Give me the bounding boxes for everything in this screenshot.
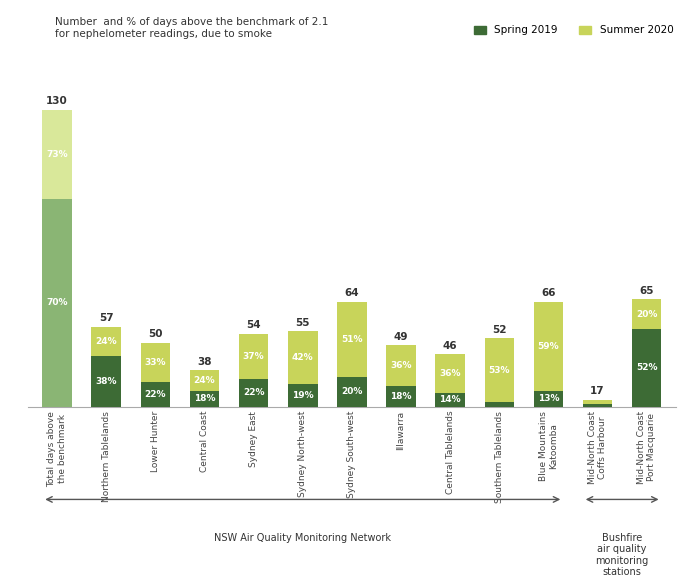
Text: 38%: 38%	[95, 377, 117, 386]
Bar	[583, 404, 612, 407]
Text: 19%: 19%	[292, 391, 313, 400]
Text: 51%: 51%	[341, 335, 363, 344]
Text: 65: 65	[640, 286, 654, 296]
Text: 49: 49	[394, 332, 408, 342]
Text: 36%: 36%	[391, 361, 412, 370]
Text: 55: 55	[295, 318, 310, 328]
Text: 42%: 42%	[292, 353, 313, 362]
Text: 18%: 18%	[194, 394, 215, 403]
Text: 24%: 24%	[95, 337, 117, 346]
Text: 22%: 22%	[145, 390, 166, 399]
Text: 36%: 36%	[440, 369, 461, 378]
Text: 33%: 33%	[145, 358, 166, 367]
Bar	[42, 199, 72, 407]
Text: 50: 50	[148, 329, 163, 339]
Text: 37%: 37%	[243, 352, 264, 361]
Bar	[92, 327, 121, 357]
Text: 52: 52	[492, 325, 506, 335]
Bar	[533, 390, 563, 407]
Text: 20%: 20%	[342, 388, 362, 396]
Bar	[386, 386, 416, 407]
Bar	[190, 370, 219, 390]
Legend: Spring 2019, Summer 2020: Spring 2019, Summer 2020	[469, 21, 678, 40]
Bar	[435, 393, 465, 407]
Bar	[239, 379, 268, 407]
Text: 130: 130	[46, 96, 68, 106]
Bar	[484, 402, 514, 407]
Text: 24%: 24%	[194, 376, 215, 385]
Bar	[337, 377, 366, 407]
Bar	[288, 331, 317, 384]
Text: 38: 38	[197, 357, 212, 367]
Bar	[190, 390, 219, 407]
Bar	[386, 345, 416, 386]
Bar	[632, 329, 662, 407]
Text: 22%: 22%	[243, 389, 264, 397]
Bar	[239, 333, 268, 379]
Bar	[435, 354, 465, 393]
Text: 73%: 73%	[46, 150, 68, 159]
Text: NSW Air Quality Monitoring Network: NSW Air Quality Monitoring Network	[215, 533, 391, 543]
Bar	[288, 384, 317, 407]
Text: 52%: 52%	[636, 363, 658, 372]
Bar	[632, 299, 662, 329]
Text: 46: 46	[443, 340, 457, 351]
Bar	[337, 302, 366, 377]
Text: 13%: 13%	[538, 394, 559, 403]
Text: 53%: 53%	[489, 365, 510, 375]
Text: 14%: 14%	[440, 395, 461, 404]
Text: 54: 54	[246, 320, 261, 330]
Text: 66: 66	[541, 288, 555, 298]
Text: Number  and % of days above the benchmark of 2.1
for nephelometer readings, due : Number and % of days above the benchmark…	[55, 17, 328, 39]
Text: 70%: 70%	[46, 298, 68, 307]
Bar	[484, 338, 514, 402]
Text: 18%: 18%	[391, 392, 412, 401]
Text: 64: 64	[344, 288, 359, 298]
Bar	[92, 357, 121, 407]
Bar	[141, 343, 170, 382]
Bar	[42, 110, 72, 199]
Text: 17: 17	[590, 386, 605, 396]
Bar	[533, 302, 563, 390]
Bar	[141, 382, 170, 407]
Text: 57: 57	[99, 313, 114, 324]
Text: Bushfire
air quality
monitoring
stations: Bushfire air quality monitoring stations	[595, 533, 649, 578]
Text: 20%: 20%	[636, 310, 658, 319]
Text: 59%: 59%	[538, 342, 560, 351]
Bar	[583, 400, 612, 404]
